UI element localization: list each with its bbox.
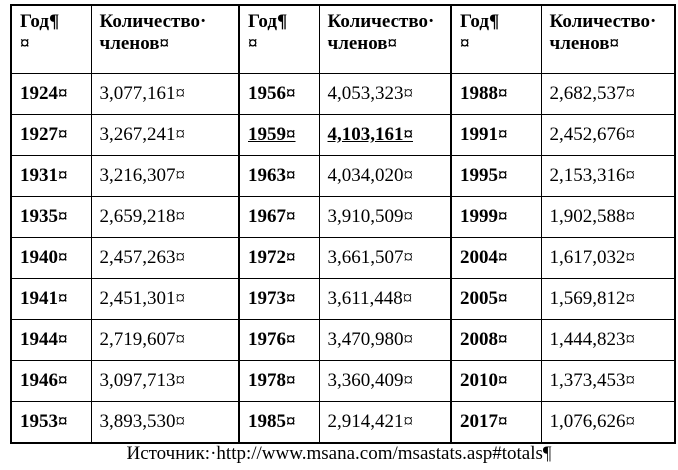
members-cell: 2,457,263¤ (90, 237, 240, 279)
header-cell: Год¶ ¤ (10, 4, 92, 74)
members-cell: 2,452,676¤ (540, 114, 676, 156)
members-cell: 1,373,453¤ (540, 360, 676, 402)
table-row: 1944¤ 2,719,607¤ 1976¤ 3,470,980¤ 2008¤ 1,444… (10, 319, 676, 361)
members-cell: 1,617,032¤ (540, 237, 676, 279)
year-cell: 1941¤ (10, 278, 92, 320)
year-cell: 1953¤ (10, 401, 92, 444)
year-cell: 1931¤ (10, 155, 92, 197)
members-cell: 3,216,307¤ (90, 155, 240, 197)
members-cell: 1,444,823¤ (540, 319, 676, 361)
members-cell: 2,914,421¤ (318, 401, 452, 444)
members-cell: 4,103,161¤ (318, 114, 452, 156)
header-text: Год¶ (248, 11, 288, 32)
members-cell: 4,034,020¤ (318, 155, 452, 197)
header-text: членов¤ (327, 33, 398, 54)
members-cell: 2,659,218¤ (90, 196, 240, 238)
table-row: 1953¤ 3,893,530¤ 1985¤ 2,914,421¤ 2017¤ 1,076… (10, 401, 676, 444)
table-row: 1924¤ 3,077,161¤ 1956¤ 4,053,323¤ 1988¤ 2,682… (10, 73, 676, 115)
members-cell: 3,893,530¤ (90, 401, 240, 444)
year-cell: 2005¤ (450, 278, 542, 320)
header-text: Количество· (549, 11, 657, 32)
header-text: ¤ (20, 33, 30, 54)
header-text: членов¤ (549, 33, 620, 54)
year-cell: 2008¤ (450, 319, 542, 361)
table-row: 1940¤ 2,457,263¤ 1972¤ 3,661,507¤ 2004¤ 1,617… (10, 237, 676, 279)
year-cell: 1927¤ (10, 114, 92, 156)
year-cell: 1973¤ (238, 278, 320, 320)
year-cell: 1976¤ (238, 319, 320, 361)
membership-table: Год¶ ¤ Количество· членов¤ Год¶ ¤ Количество· ч… (10, 4, 676, 444)
members-cell: 3,267,241¤ (90, 114, 240, 156)
header-text: Год¶ (460, 11, 500, 32)
header-text: Количество· (99, 11, 207, 32)
year-cell: 1967¤ (238, 196, 320, 238)
year-cell: 1963¤ (238, 155, 320, 197)
year-cell: 1988¤ (450, 73, 542, 115)
table-row: 1941¤ 2,451,301¤ 1973¤ 3,611,448¤ 2005¤ 1,569… (10, 278, 676, 320)
table-row: 1931¤ 3,216,307¤ 1963¤ 4,034,020¤ 1995¤ 2,153… (10, 155, 676, 197)
members-cell: 2,451,301¤ (90, 278, 240, 320)
table-row: 1935¤ 2,659,218¤ 1967¤ 3,910,509¤ 1999¤ 1,902… (10, 196, 676, 238)
members-cell: 3,611,448¤ (318, 278, 452, 320)
header-cell: Количество· членов¤ (318, 4, 452, 74)
members-cell: 2,682,537¤ (540, 73, 676, 115)
members-cell: 3,360,409¤ (318, 360, 452, 402)
year-cell: 2004¤ (450, 237, 542, 279)
year-cell: 1924¤ (10, 73, 92, 115)
members-cell: 2,153,316¤ (540, 155, 676, 197)
header-cell: Год¶ ¤ (238, 4, 320, 74)
year-cell: 1991¤ (450, 114, 542, 156)
year-cell: 1956¤ (238, 73, 320, 115)
members-cell: 3,470,980¤ (318, 319, 452, 361)
members-cell: 3,661,507¤ (318, 237, 452, 279)
year-cell: 1946¤ (10, 360, 92, 402)
year-cell: 1999¤ (450, 196, 542, 238)
source-note: Источник:·http://www.msana.com/msastats.… (126, 443, 552, 464)
members-cell: 1,076,626¤ (540, 401, 676, 444)
year-cell: 2010¤ (450, 360, 542, 402)
header-text: ¤ (248, 33, 258, 54)
header-row: Год¶ ¤ Количество· членов¤ Год¶ ¤ Количество· ч… (10, 4, 676, 74)
year-cell: 1940¤ (10, 237, 92, 279)
header-text: Год¶ (20, 11, 60, 32)
members-cell: 1,902,588¤ (540, 196, 676, 238)
members-cell: 3,097,713¤ (90, 360, 240, 402)
header-cell: Год¶ ¤ (450, 4, 542, 74)
header-cell: Количество· членов¤ (90, 4, 240, 74)
year-cell: 1944¤ (10, 319, 92, 361)
year-cell: 1995¤ (450, 155, 542, 197)
year-cell: 1959¤ (238, 114, 320, 156)
members-cell: 3,077,161¤ (90, 73, 240, 115)
year-cell: 1985¤ (238, 401, 320, 444)
year-cell: 1972¤ (238, 237, 320, 279)
year-cell: 2017¤ (450, 401, 542, 444)
members-cell: 1,569,812¤ (540, 278, 676, 320)
table-row: 1927¤ 3,267,241¤ 1959¤ 4,103,161¤ 1991¤ 2,452… (10, 114, 676, 156)
table-row: 1946¤ 3,097,713¤ 1978¤ 3,360,409¤ 2010¤ 1,373… (10, 360, 676, 402)
header-cell: Количество· членов¤ (540, 4, 676, 74)
header-text: ¤ (460, 33, 470, 54)
header-text: Количество· (327, 11, 435, 32)
header-text: членов¤ (99, 33, 170, 54)
members-cell: 2,719,607¤ (90, 319, 240, 361)
year-cell: 1978¤ (238, 360, 320, 402)
members-cell: 3,910,509¤ (318, 196, 452, 238)
members-cell: 4,053,323¤ (318, 73, 452, 115)
year-cell: 1935¤ (10, 196, 92, 238)
